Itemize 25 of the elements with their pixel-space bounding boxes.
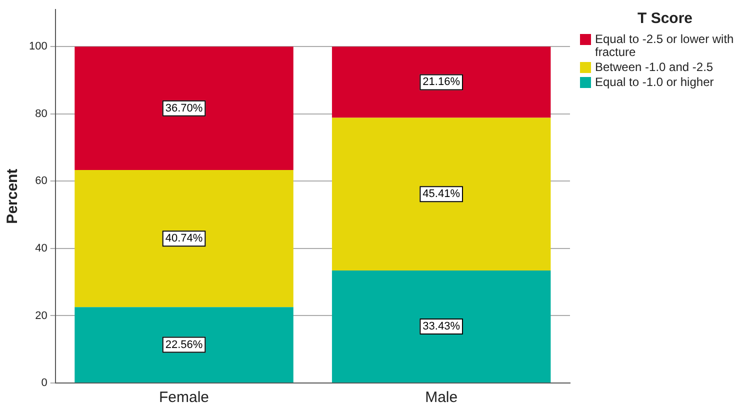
bar bbox=[332, 46, 551, 118]
data-label: 40.74% bbox=[165, 232, 203, 245]
y-tick-label: 80 bbox=[35, 108, 48, 120]
bar bbox=[74, 46, 294, 170]
legend-label: Equal to -2.5 or lower with fracture bbox=[595, 32, 735, 59]
legend-label: Between -1.0 and -2.5 bbox=[595, 60, 714, 74]
legend-label: Equal to -1.0 or higher bbox=[595, 75, 714, 89]
data-label: 22.56% bbox=[165, 338, 203, 351]
y-tick-label: 20 bbox=[35, 310, 48, 322]
y-tick-label: 40 bbox=[35, 242, 48, 254]
x-tick-label: Female bbox=[159, 389, 210, 406]
data-label: 45.41% bbox=[422, 188, 460, 200]
bar bbox=[74, 170, 294, 308]
y-tick-label: 0 bbox=[41, 377, 48, 390]
data-label: 33.43% bbox=[422, 320, 460, 333]
y-axis-title: Percent bbox=[4, 168, 22, 224]
x-tick-label: Male bbox=[425, 389, 458, 406]
y-tick-label: 60 bbox=[35, 175, 48, 188]
data-label: 21.16% bbox=[422, 76, 460, 88]
bar bbox=[332, 270, 551, 382]
legend-title: T Score bbox=[636, 10, 694, 27]
bar bbox=[74, 307, 294, 382]
data-label: 36.70% bbox=[165, 102, 203, 114]
bar bbox=[332, 118, 551, 271]
y-tick-label: 100 bbox=[28, 40, 48, 53]
